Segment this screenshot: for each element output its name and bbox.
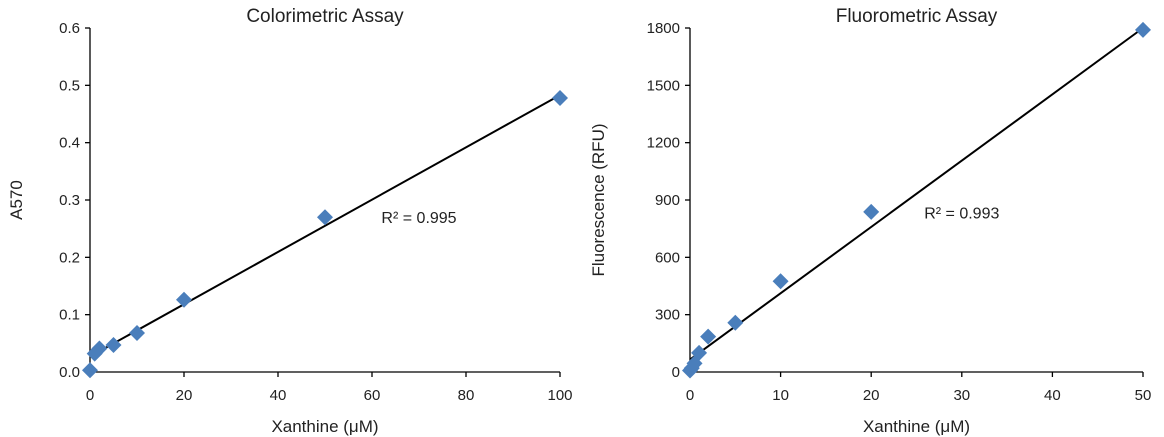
data-point xyxy=(317,209,333,226)
y-tick-label: 1500 xyxy=(647,77,680,94)
x-tick-label: 20 xyxy=(863,387,880,404)
x-tick-label: 0 xyxy=(686,387,694,404)
data-point xyxy=(176,291,192,308)
chart-title: Colorimetric Assay xyxy=(246,6,404,27)
data-point xyxy=(1135,21,1151,38)
y-tick-label: 1200 xyxy=(647,135,680,152)
x-axis-label: Xanthine (μM) xyxy=(863,417,970,436)
x-tick-label: 60 xyxy=(364,387,381,404)
x-tick-label: 40 xyxy=(270,387,287,404)
y-tick-label: 0.1 xyxy=(59,307,80,324)
y-tick-label: 0.6 xyxy=(59,20,80,37)
trendline xyxy=(689,27,1144,361)
chart-title: Fluorometric Assay xyxy=(836,6,998,27)
x-tick-label: 0 xyxy=(86,387,94,404)
r-squared-annotation: R² = 0.995 xyxy=(381,210,456,227)
data-point xyxy=(91,340,108,357)
y-tick-label: 0.3 xyxy=(59,192,80,209)
x-tick-label: 50 xyxy=(1135,387,1152,404)
data-point xyxy=(129,325,145,342)
y-tick-label: 0.2 xyxy=(59,249,80,266)
x-tick-label: 40 xyxy=(1044,387,1061,404)
y-tick-label: 1800 xyxy=(647,20,680,37)
y-axis-label: Fluorescence (RFU) xyxy=(589,123,608,276)
x-axis-label: Xanthine (μM) xyxy=(271,417,378,436)
y-tick-label: 0.0 xyxy=(59,364,80,381)
x-tick-label: 10 xyxy=(772,387,789,404)
data-point xyxy=(552,89,568,106)
y-axis-label: A570 xyxy=(7,180,26,220)
y-tick-label: 300 xyxy=(655,307,680,324)
x-tick-label: 100 xyxy=(547,387,572,404)
y-tick-label: 0.4 xyxy=(59,135,80,152)
colorimetric-chart: Colorimetric Assay 0.0 0.1 0.2 0.3 0.4 0.5 0.6 0… xyxy=(7,6,573,436)
trendline xyxy=(89,94,561,358)
y-tick-label: 900 xyxy=(655,192,680,209)
y-tick-label: 0 xyxy=(672,364,680,381)
data-point xyxy=(700,328,717,345)
x-tick-label: 80 xyxy=(458,387,475,404)
x-tick-label: 30 xyxy=(953,387,970,404)
x-tick-label: 20 xyxy=(176,387,193,404)
fluorometric-chart: Fluorometric Assay0300600900120015001800… xyxy=(589,6,1151,436)
data-point xyxy=(727,314,744,331)
r-squared-annotation: R² = 0.993 xyxy=(924,205,999,222)
data-point xyxy=(105,337,122,354)
data-point xyxy=(863,203,880,220)
y-tick-label: 600 xyxy=(655,249,680,266)
data-point xyxy=(82,362,98,379)
y-tick-label: 0.5 xyxy=(59,77,80,94)
data-point xyxy=(691,344,708,361)
data-point xyxy=(772,273,789,290)
